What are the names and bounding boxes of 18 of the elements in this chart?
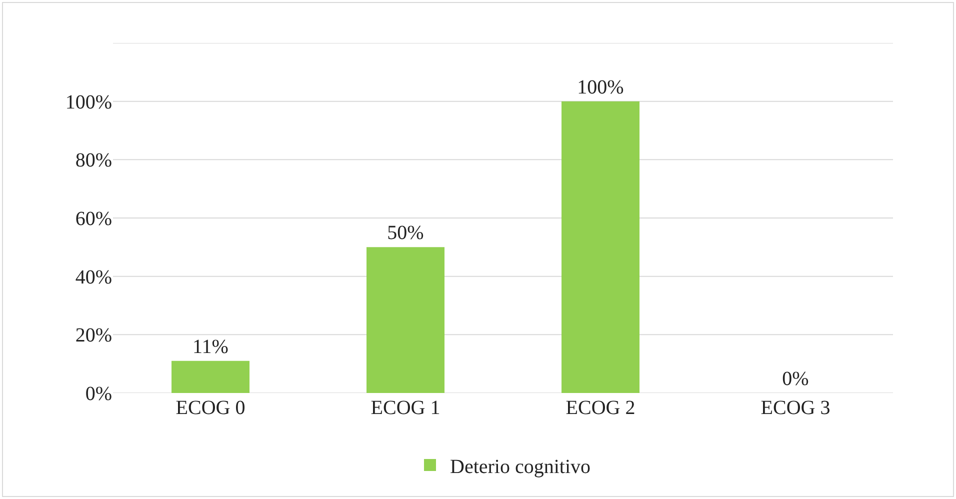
x-tick-label: ECOG 1 xyxy=(370,397,440,419)
x-tick-label: ECOG 0 xyxy=(176,397,246,419)
y-tick-label: 80% xyxy=(75,150,112,172)
data-label: 0% xyxy=(782,368,809,390)
x-tick-label: ECOG 3 xyxy=(760,397,830,419)
bar xyxy=(172,360,250,393)
x-tick-label: ECOG 2 xyxy=(566,397,636,419)
y-tick-label: 20% xyxy=(75,324,112,347)
y-tick-label: 40% xyxy=(75,266,112,288)
data-label: 11% xyxy=(192,336,228,358)
data-label: 50% xyxy=(387,222,424,244)
data-label: 100% xyxy=(577,76,624,98)
legend-label: Deterio cognitivo xyxy=(450,456,591,478)
bar xyxy=(562,101,640,393)
y-tick-label: 60% xyxy=(75,208,112,230)
y-tick-label: 100% xyxy=(65,91,112,114)
y-tick-label: 0% xyxy=(85,383,112,405)
bar xyxy=(366,247,444,393)
